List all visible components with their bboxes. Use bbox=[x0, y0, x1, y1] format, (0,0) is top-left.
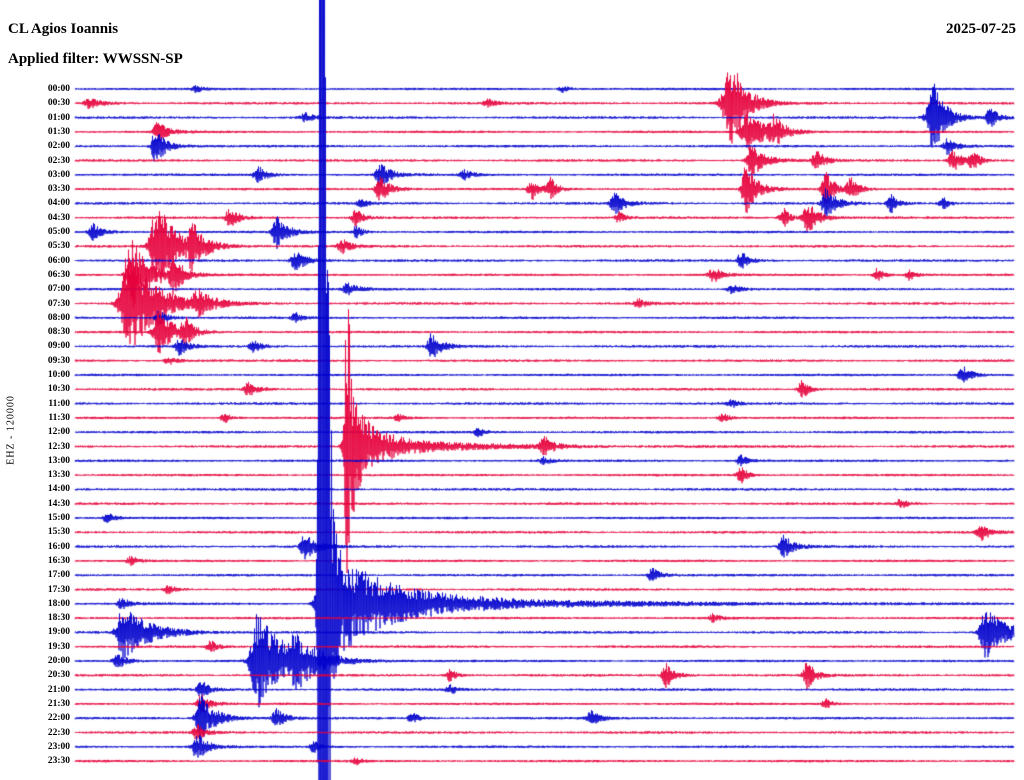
time-label: 11:00 bbox=[48, 398, 70, 409]
time-label: 06:00 bbox=[47, 255, 70, 266]
time-label: 20:00 bbox=[47, 656, 70, 666]
time-label: 15:30 bbox=[47, 527, 70, 538]
time-label: 23:00 bbox=[47, 741, 70, 752]
time-label: 20:30 bbox=[47, 670, 70, 681]
time-label: 12:30 bbox=[47, 441, 70, 452]
time-label: 14:30 bbox=[47, 498, 70, 509]
time-label: 01:00 bbox=[47, 112, 70, 123]
time-label: 19:00 bbox=[47, 627, 70, 638]
time-label: 12:00 bbox=[47, 427, 70, 438]
time-label: 07:00 bbox=[47, 284, 70, 295]
time-label: 17:00 bbox=[47, 570, 70, 581]
time-label: 18:30 bbox=[47, 613, 70, 624]
time-label: 03:30 bbox=[47, 184, 70, 195]
time-label: 18:00 bbox=[47, 598, 70, 609]
time-label: 10:30 bbox=[47, 384, 70, 395]
time-label: 01:30 bbox=[47, 126, 70, 137]
time-label: 13:30 bbox=[47, 470, 70, 481]
time-label: 08:30 bbox=[47, 327, 70, 338]
time-label: 05:30 bbox=[47, 241, 70, 252]
time-label: 06:30 bbox=[47, 269, 70, 280]
time-label: 15:00 bbox=[47, 513, 70, 523]
date-label: 2025-07-25 bbox=[946, 21, 1016, 37]
time-label: 02:00 bbox=[47, 141, 70, 152]
time-label: 02:30 bbox=[47, 155, 70, 166]
time-label: 23:30 bbox=[47, 756, 70, 767]
time-label: 22:00 bbox=[47, 713, 70, 724]
time-label: 21:30 bbox=[47, 698, 70, 709]
time-label: 00:00 bbox=[47, 84, 70, 94]
time-label: 13:00 bbox=[47, 455, 70, 466]
time-label: 14:00 bbox=[47, 484, 70, 495]
time-label: 21:00 bbox=[47, 684, 70, 695]
time-label: 11:30 bbox=[48, 412, 70, 423]
time-label: 09:30 bbox=[47, 355, 70, 366]
time-label: 07:30 bbox=[47, 298, 70, 309]
time-label: 00:30 bbox=[47, 98, 70, 109]
station-title: CL Agios Ioannis bbox=[8, 21, 119, 37]
time-label: 04:00 bbox=[47, 198, 70, 209]
time-label: 03:00 bbox=[47, 169, 70, 180]
time-label: 22:30 bbox=[47, 727, 70, 738]
time-label: 09:00 bbox=[47, 341, 70, 352]
time-label: 17:30 bbox=[47, 584, 70, 595]
time-label: 08:00 bbox=[47, 312, 70, 323]
time-label: 16:00 bbox=[47, 541, 70, 552]
time-label: 16:30 bbox=[47, 555, 70, 566]
applied-filter-label: Applied filter: WWSSN-SP bbox=[8, 51, 183, 67]
time-label: 19:30 bbox=[47, 641, 70, 652]
time-label: 10:00 bbox=[47, 370, 70, 380]
time-label: 04:30 bbox=[47, 212, 70, 223]
time-label: 05:00 bbox=[47, 227, 70, 237]
